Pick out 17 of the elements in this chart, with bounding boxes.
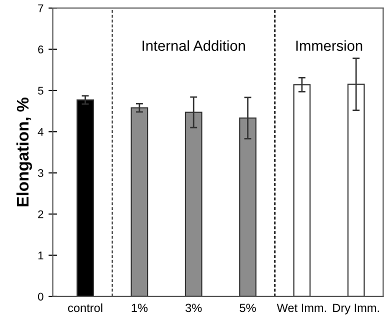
annotation: Immersion: [296, 40, 362, 51]
x-tick-label: 1%: [132, 304, 148, 312]
x-tick-label: control: [68, 303, 102, 312]
y-tick-label: 7: [38, 4, 44, 12]
y-tick-label: 2: [38, 210, 44, 218]
y-axis-title: Elongation, %: [16, 98, 32, 206]
annotation: Internal Addition: [142, 40, 245, 51]
x-tick-label: Dry Imm.: [333, 304, 379, 314]
x-tick-label: 3%: [186, 304, 202, 312]
y-tick-label: 3: [38, 169, 44, 178]
y-tick-label: 4: [38, 128, 44, 136]
y-tick-label: 5: [38, 86, 44, 95]
y-tick-label: 6: [38, 46, 44, 54]
y-tick-label: 0: [38, 292, 44, 301]
x-tick-label: 5%: [240, 304, 256, 312]
y-tick-label: 1: [38, 252, 44, 260]
x-tick-label: Wet Imm.: [276, 304, 326, 312]
